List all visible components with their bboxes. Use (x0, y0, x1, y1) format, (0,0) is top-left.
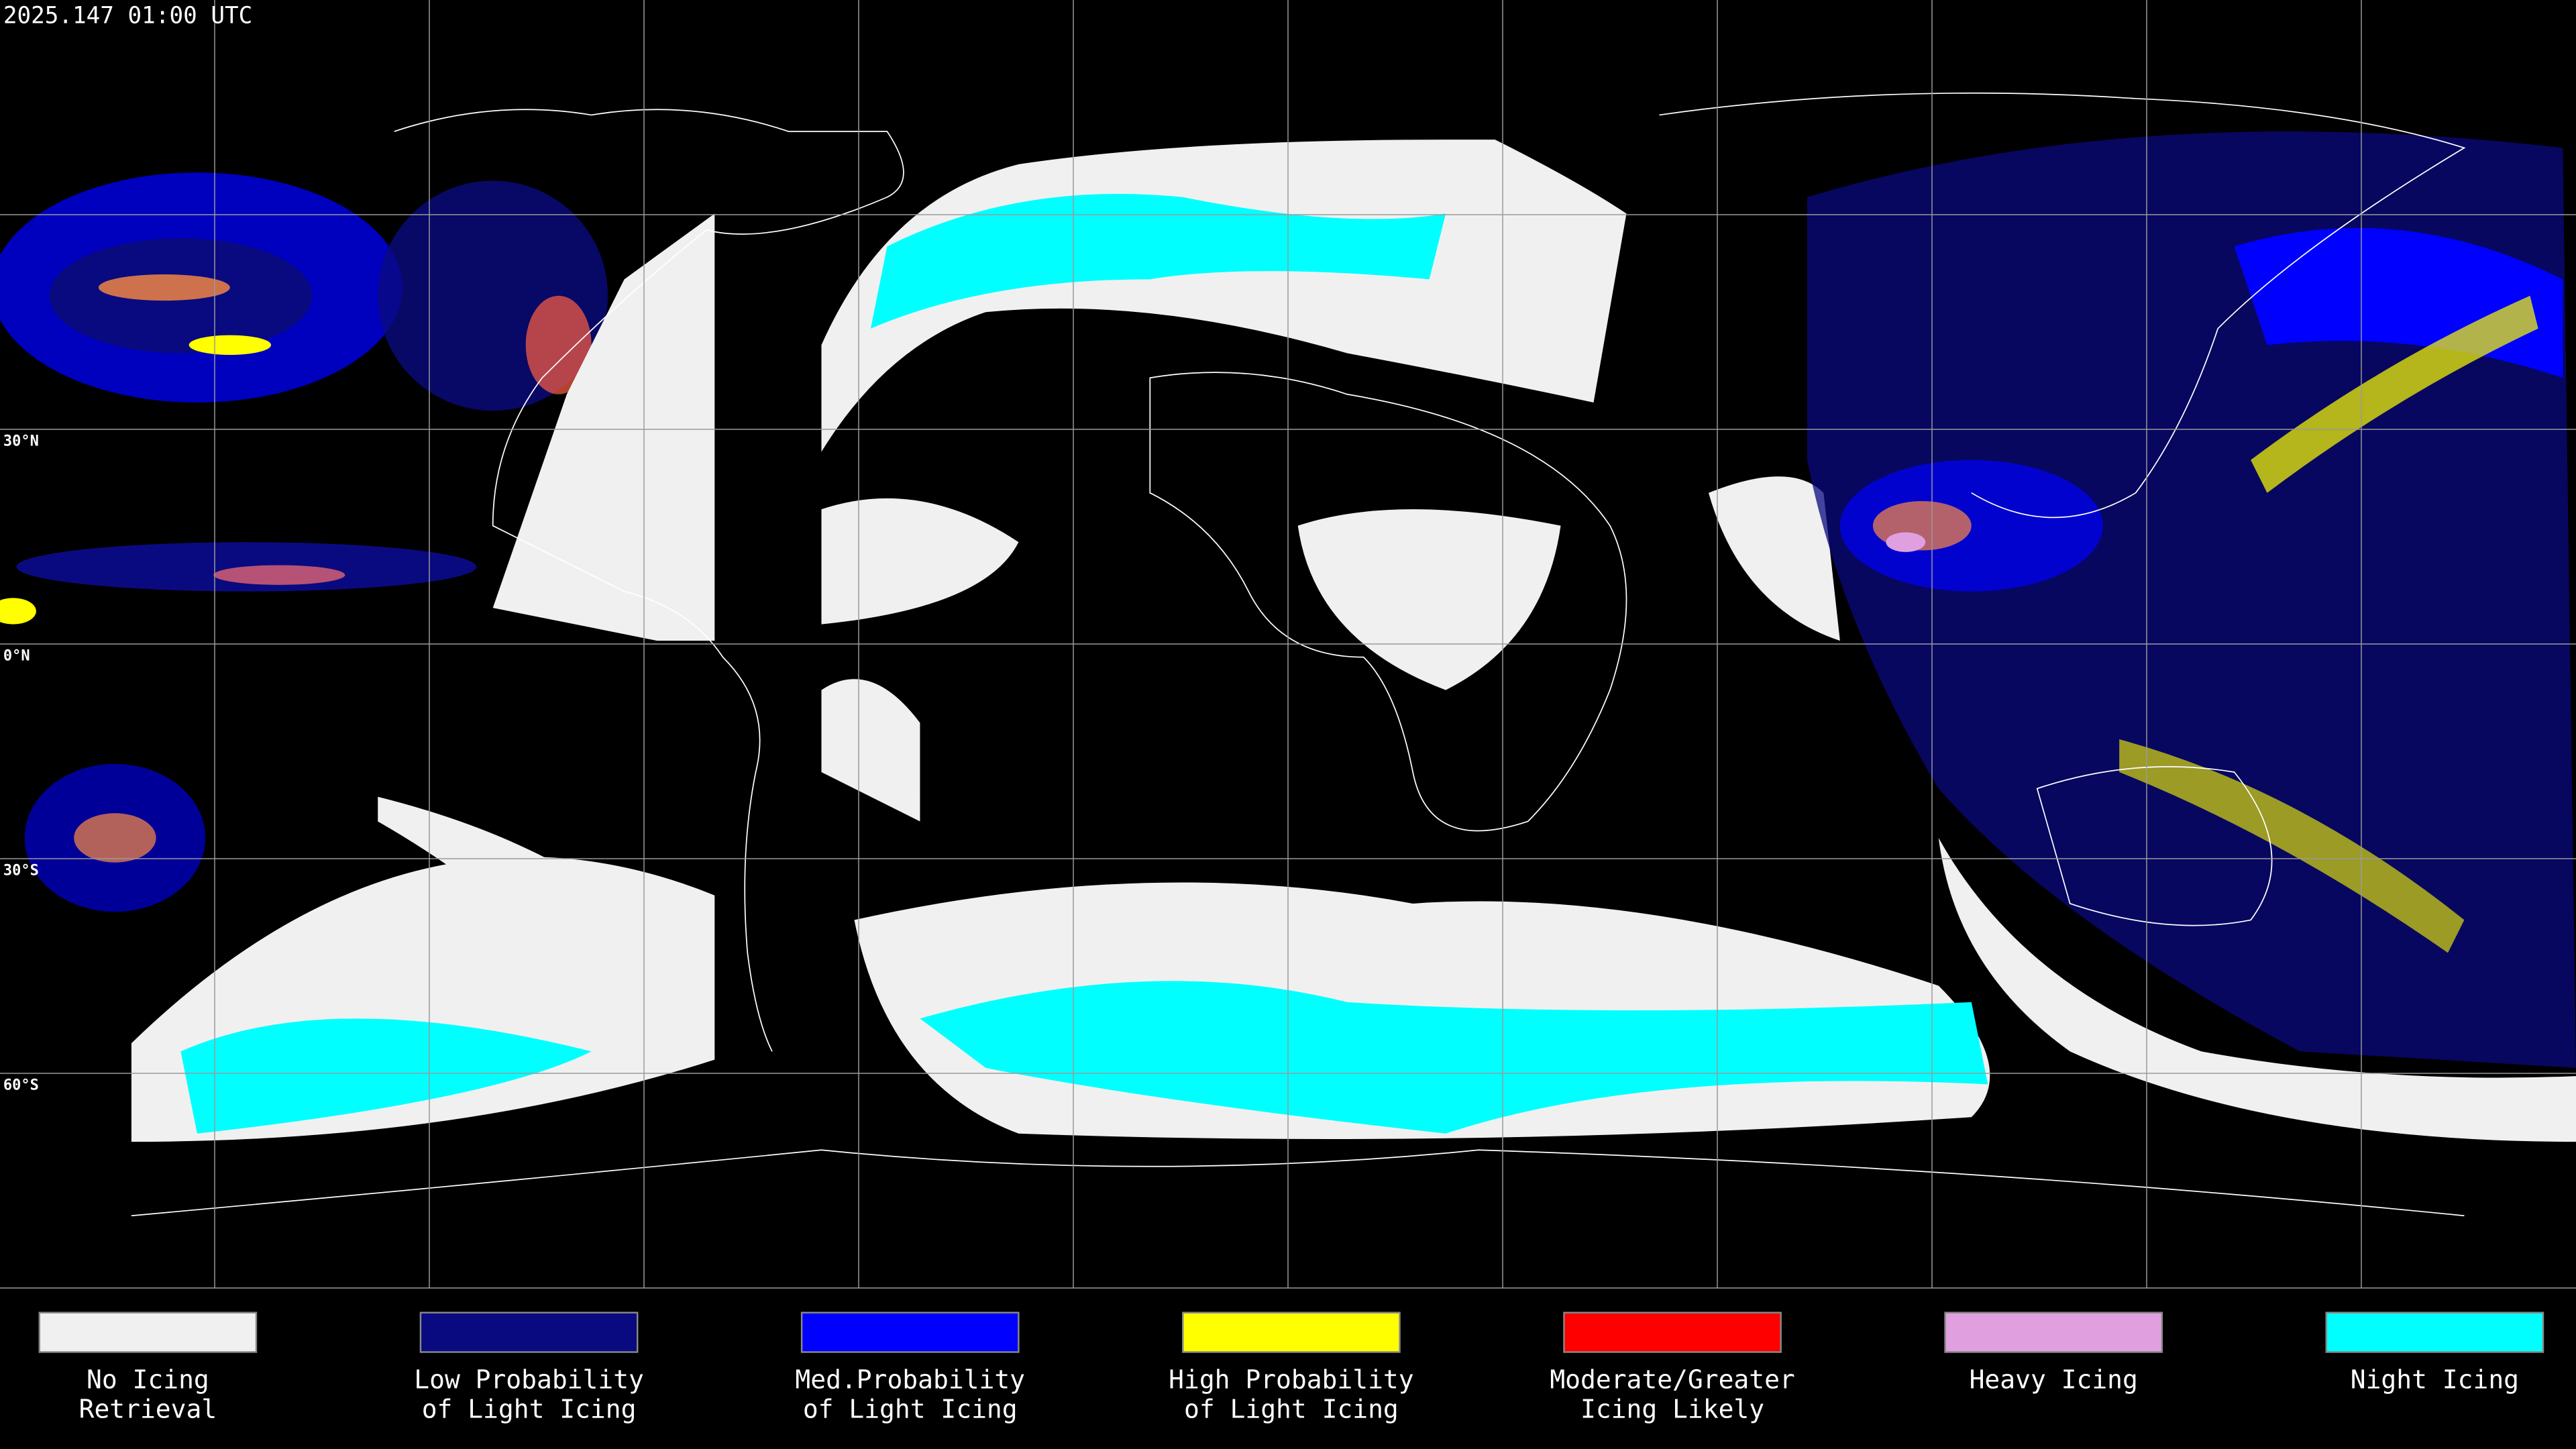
cloud-no-icing (821, 498, 1019, 625)
legend-swatch (1563, 1311, 1782, 1353)
cloud-no-icing (492, 213, 715, 641)
latitude-labels: 30°N 0°N 30°S 60°S (3, 433, 39, 1093)
coastlines (131, 92, 2466, 1217)
cloud-mod (525, 295, 592, 394)
coastline (394, 109, 904, 1052)
legend-swatch (419, 1311, 639, 1353)
latitude-label: 30°S (3, 862, 39, 879)
cloud-low (1807, 131, 2576, 1068)
legend-label: High Probability (1169, 1364, 1413, 1394)
satellite-imagery (0, 131, 2576, 1142)
coastline (1659, 92, 2466, 519)
legend-label: of Light Icing (803, 1394, 1018, 1424)
coastline (2036, 766, 2273, 926)
legend-label: Moderate/Greater (1550, 1364, 1794, 1394)
cloud-mod (98, 274, 230, 301)
legend-label: No Icing (87, 1364, 209, 1394)
legend-label: Low Probability (414, 1364, 644, 1394)
cloud-night (920, 981, 1988, 1134)
legend-label: Night Icing (2351, 1364, 2519, 1394)
cloud-high (2119, 739, 2465, 953)
cloud-high (189, 335, 272, 355)
latitude-label: 60°S (3, 1077, 39, 1093)
legend-swatch (1944, 1311, 2163, 1353)
latitude-label: 0°N (3, 647, 30, 664)
legend-swatch (1182, 1311, 1401, 1353)
legend-swatch (800, 1311, 1020, 1353)
legend-label: Heavy Icing (1970, 1364, 2138, 1394)
cloud-no-icing (821, 679, 920, 822)
graticule (0, 0, 2576, 1289)
coastline (1149, 372, 1627, 832)
coastline (131, 1149, 2465, 1217)
cloud-no-icing (378, 796, 641, 986)
legend-swatch (38, 1311, 258, 1353)
cloud-heavy (1886, 532, 1926, 552)
cloud-high (2251, 295, 2538, 493)
legend-label: Med.Probability (795, 1364, 1025, 1394)
cloud-mod (74, 813, 156, 863)
legend-label: Icing Likely (1580, 1394, 1764, 1424)
legend-swatch (2325, 1311, 2544, 1353)
legend-label: of Light Icing (422, 1394, 637, 1424)
cloud-no-icing (1297, 509, 1561, 690)
legend-label: of Light Icing (1184, 1394, 1399, 1424)
timestamp: 2025.147 01:00 UTC (3, 2, 252, 29)
cloud-no-icing (1708, 476, 1840, 641)
cloud-high (0, 598, 36, 625)
latitude-label: 30°N (3, 433, 39, 449)
cloud-night (870, 193, 1446, 329)
legend-label: Retrieval (79, 1394, 217, 1424)
cloud-no-icing (1938, 837, 2576, 1142)
cloud-mod (213, 565, 345, 585)
cloud-night (180, 1018, 592, 1134)
